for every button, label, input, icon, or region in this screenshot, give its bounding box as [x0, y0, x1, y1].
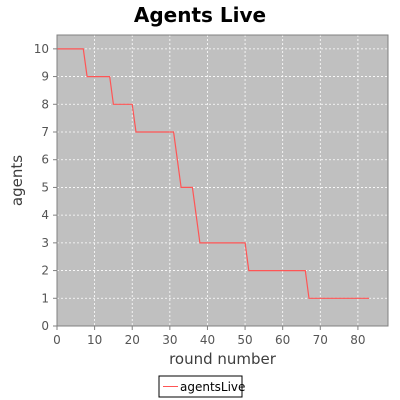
- y-tick-label: 0: [41, 319, 49, 333]
- x-tick-label: 70: [313, 333, 328, 347]
- x-tick-label: 40: [200, 333, 215, 347]
- y-tick-label: 7: [41, 125, 49, 139]
- x-tick-label: 0: [53, 333, 61, 347]
- chart-title: Agents Live: [134, 3, 266, 27]
- y-tick-label: 3: [41, 236, 49, 250]
- y-tick-label: 2: [41, 264, 49, 278]
- y-tick-label: 6: [41, 153, 49, 167]
- x-tick-label: 20: [125, 333, 140, 347]
- y-tick-label: 8: [41, 97, 49, 111]
- axes: 0 10 20 30 40 50 60 70 80 0 1 2 3 4 5 6 7 8 9 10: [34, 42, 366, 347]
- legend-box: [158, 375, 243, 398]
- y-tick-label: 9: [41, 70, 49, 84]
- plot-border: [56, 34, 389, 327]
- x-tick-label: 10: [87, 333, 102, 347]
- legend: agentsLive: [158, 375, 245, 398]
- y-tick-label: 10: [34, 42, 49, 56]
- y-tick-label: 1: [41, 291, 49, 305]
- series-line-agentsLive: [57, 48, 370, 299]
- plot-area: [57, 35, 388, 326]
- series-lines: [57, 48, 370, 299]
- x-tick-label: 80: [350, 333, 365, 347]
- x-tick-label: 50: [237, 333, 252, 347]
- y-axis-label: agents: [8, 155, 26, 206]
- x-tick-label: 60: [275, 333, 290, 347]
- y-tick-label: 4: [41, 208, 49, 222]
- x-axis-label: round number: [169, 350, 277, 368]
- legend-label-agentsLive: agentsLive: [180, 380, 245, 394]
- x-tick-label: 30: [162, 333, 177, 347]
- y-tick-label: 5: [41, 180, 49, 194]
